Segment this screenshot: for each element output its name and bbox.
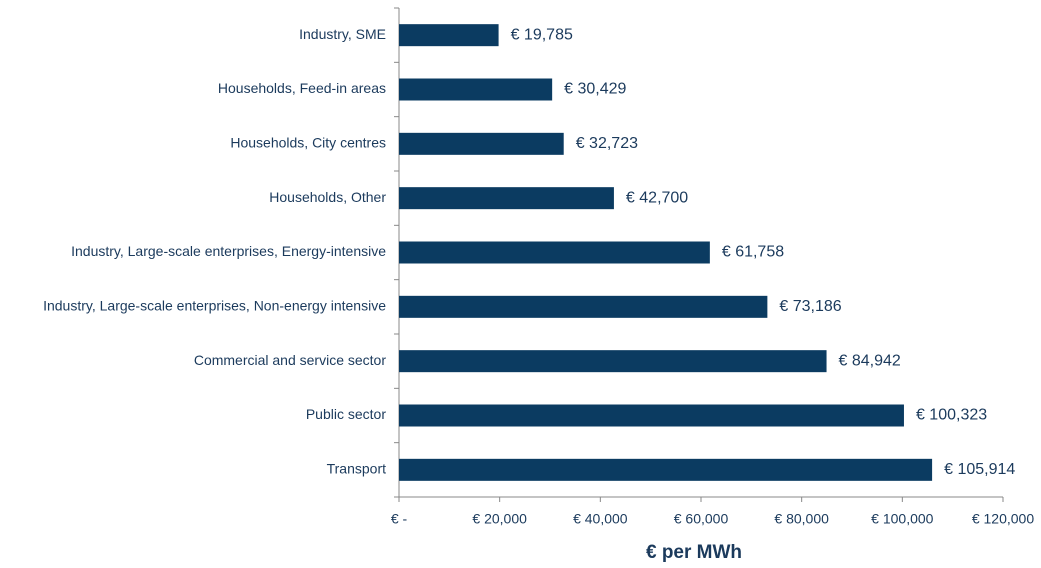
bar xyxy=(399,132,564,155)
value-label: € 30,429 xyxy=(564,81,626,98)
x-tick-label: € 100,000 xyxy=(871,511,933,527)
value-label: € 61,758 xyxy=(722,244,784,261)
x-tick-label: € - xyxy=(391,511,408,527)
y-tick-label: Industry, Large-scale enterprises, Energ… xyxy=(71,243,386,259)
x-axis-label: € per MWh xyxy=(646,542,742,563)
x-tick-label: € 60,000 xyxy=(674,511,729,527)
y-tick-label: Households, Feed-in areas xyxy=(218,80,386,96)
value-label: € 105,914 xyxy=(944,461,1015,478)
y-tick-label: Public sector xyxy=(306,406,386,422)
bar xyxy=(399,24,499,47)
value-label: € 84,942 xyxy=(839,352,901,369)
x-tick-label: € 20,000 xyxy=(472,511,527,527)
bar xyxy=(399,295,768,318)
x-tick-label: € 120,000 xyxy=(972,511,1034,527)
bar xyxy=(399,187,614,210)
bar xyxy=(399,350,827,373)
y-tick-label: Households, City centres xyxy=(230,135,386,151)
value-label: € 42,700 xyxy=(626,189,688,206)
bar xyxy=(399,78,553,101)
y-tick-label: Industry, Large-scale enterprises, Non-e… xyxy=(43,298,386,314)
x-tick-label: € 40,000 xyxy=(573,511,628,527)
y-tick-label: Industry, SME xyxy=(299,26,386,42)
bar xyxy=(399,404,904,427)
y-tick-label: Commercial and service sector xyxy=(194,352,387,368)
value-label: € 73,186 xyxy=(779,298,841,315)
y-tick-label: Households, Other xyxy=(269,189,386,205)
bar xyxy=(399,241,710,264)
bar xyxy=(399,458,933,481)
value-label: € 19,785 xyxy=(511,26,573,43)
value-label: € 32,723 xyxy=(576,135,638,152)
value-label: € 100,323 xyxy=(916,407,987,424)
y-tick-label: Transport xyxy=(327,461,387,477)
x-tick-label: € 80,000 xyxy=(774,511,829,527)
